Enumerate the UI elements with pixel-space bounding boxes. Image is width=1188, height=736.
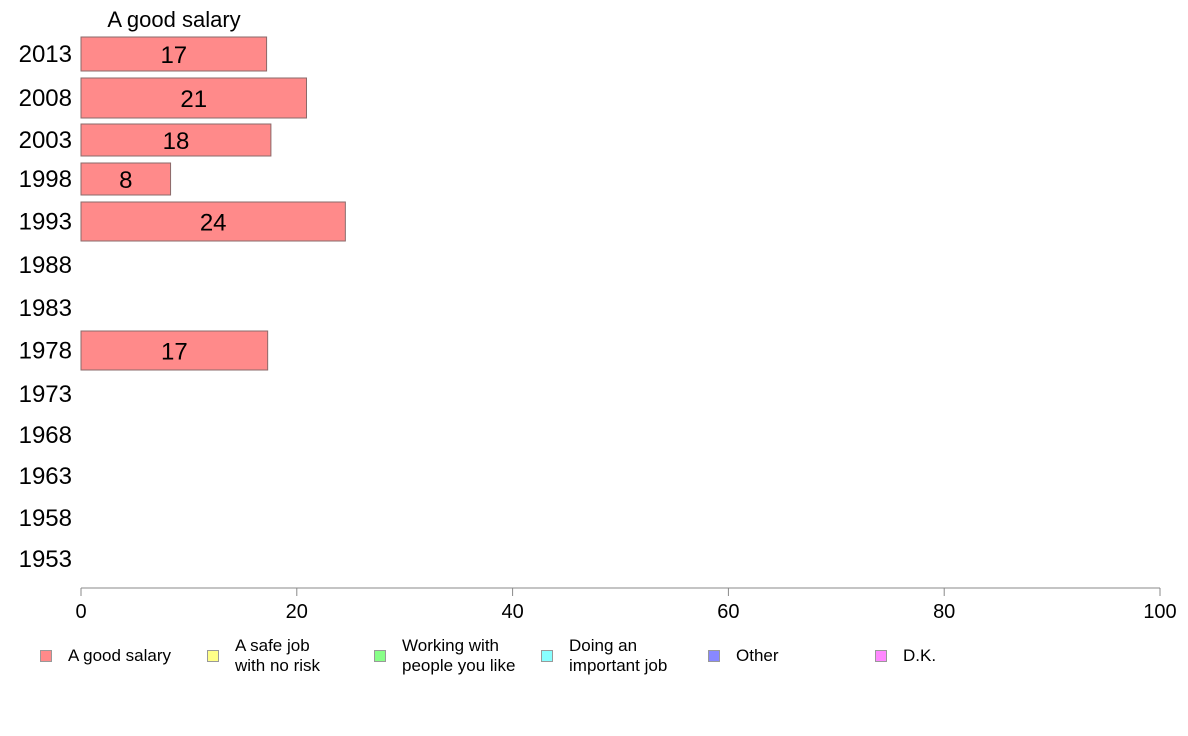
x-tick-label-20: 20 (286, 601, 308, 623)
x-tick-label-80: 80 (933, 601, 955, 623)
x-tick-label-100: 100 (1143, 601, 1176, 623)
bar-1993 (80, 201, 346, 242)
chart-title: A good salary (107, 7, 240, 32)
y-tick-label-1958: 1958 (19, 505, 72, 532)
legend-item: D.K. (875, 646, 936, 666)
bar-value-label-2003: 18 (163, 128, 190, 155)
y-tick-label-2013: 2013 (19, 41, 72, 68)
y-tick-label-1998: 1998 (19, 166, 72, 193)
y-tick-label-1993: 1993 (19, 209, 72, 236)
legend-swatch (207, 650, 219, 662)
x-tick-label-0: 0 (75, 601, 86, 623)
bar-2003 (80, 123, 272, 157)
legend-label: Working with people you like (402, 636, 516, 675)
bar-value-label-1998: 8 (119, 167, 132, 194)
bar-2013 (80, 36, 268, 72)
y-tick-label-1983: 1983 (19, 295, 72, 322)
bar-value-label-1978: 17 (161, 339, 188, 366)
legend-label: Other (736, 646, 779, 665)
y-axis-labels: 2013 2008 2003 1998 1993 1988 1983 1978 1973 1968… (19, 41, 72, 573)
x-axis: 0 20 40 60 80 100 (75, 587, 1177, 623)
legend-swatch (374, 650, 386, 662)
y-tick-label-2003: 2003 (19, 127, 72, 154)
legend-item: A safe job with no risk (207, 636, 320, 676)
legend-swatch (875, 650, 887, 662)
bar-value-label-2008: 21 (180, 86, 207, 113)
legend-swatch (708, 650, 720, 662)
y-tick-label-1978: 1978 (19, 338, 72, 365)
y-tick-label-2008: 2008 (19, 85, 72, 112)
legend-swatch (40, 650, 52, 662)
legend-item: A good salary (40, 646, 171, 666)
legend: A good salary A safe job with no risk Work… (0, 634, 1188, 694)
bar-1978 (80, 330, 269, 371)
y-tick-label-1968: 1968 (19, 422, 72, 449)
legend-label: D.K. (903, 646, 937, 665)
legend-item: Working with people you like (374, 636, 515, 676)
legend-item: Other (708, 646, 779, 666)
x-tick-label-60: 60 (717, 601, 739, 623)
bar-1998 (80, 162, 172, 196)
bars-group: 17 21 18 8 24 17 (80, 36, 346, 371)
y-tick-label-1973: 1973 (19, 381, 72, 408)
bar-value-label-2013: 17 (160, 42, 187, 69)
legend-swatch (541, 650, 553, 662)
x-tick-label-40: 40 (501, 601, 523, 623)
bar-2008 (80, 77, 308, 119)
legend-label: A good salary (68, 646, 172, 665)
legend-label: A safe job with no risk (235, 636, 321, 675)
legend-item: Doing an important job (541, 636, 667, 676)
legend-label: Doing an important job (569, 636, 668, 675)
y-tick-label-1988: 1988 (19, 252, 72, 279)
bar-value-label-1993: 24 (200, 210, 227, 237)
y-tick-label-1963: 1963 (19, 463, 72, 490)
y-tick-label-1953: 1953 (19, 546, 72, 573)
